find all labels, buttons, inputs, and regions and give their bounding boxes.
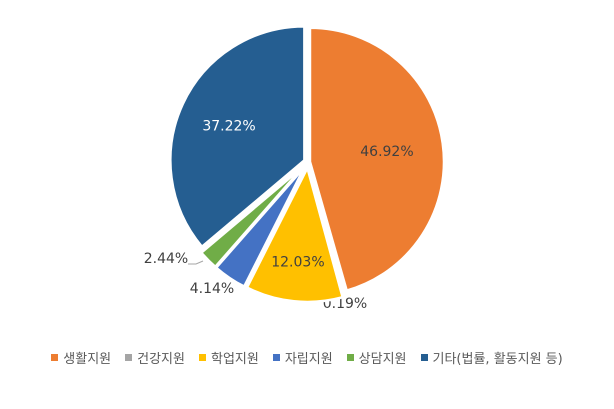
legend-swatch xyxy=(51,354,59,361)
legend-label: 생활지원 xyxy=(63,352,112,367)
legend-label: 건강지원 xyxy=(137,352,185,367)
pie-slice xyxy=(308,26,446,293)
legend-swatch xyxy=(420,354,428,361)
data-label: 46.92% xyxy=(360,144,413,160)
chart-legend: 생활지원 건강지원 학업지원 자립지원 상담지원 기타(법률, 활동지원 등) xyxy=(0,348,614,367)
pie-slice xyxy=(169,25,306,249)
legend-swatch xyxy=(346,354,354,361)
legend-label: 기타(법률, 활동지원 등) xyxy=(432,352,563,367)
pie-slice xyxy=(199,165,305,269)
legend-item: 자립지원 xyxy=(272,348,333,367)
data-label: 12.03% xyxy=(271,254,324,270)
legend-item: 상담지원 xyxy=(346,348,407,367)
pie-slice xyxy=(308,167,348,299)
legend-label: 자립지원 xyxy=(284,352,333,367)
legend-item: 기타(법률, 활동지원 등) xyxy=(420,348,563,367)
legend-swatch xyxy=(125,354,133,361)
data-label: 2.44% xyxy=(144,251,188,267)
leader-line xyxy=(188,260,204,265)
data-label: 4.14% xyxy=(190,281,234,297)
legend-swatch xyxy=(198,354,206,361)
pie-chart-svg: 46.92%0.19%12.03%4.14%2.44%37.22% xyxy=(144,25,446,312)
legend-label: 학업지원 xyxy=(210,352,259,367)
legend-label: 상담지원 xyxy=(358,352,407,367)
legend-item: 학업지원 xyxy=(198,348,259,367)
legend-item: 생활지원 xyxy=(51,348,111,367)
legend-swatch xyxy=(272,354,280,361)
pie-slice xyxy=(245,164,345,304)
legend-item: 건강지원 xyxy=(125,348,185,367)
data-label: 37.22% xyxy=(202,118,255,134)
